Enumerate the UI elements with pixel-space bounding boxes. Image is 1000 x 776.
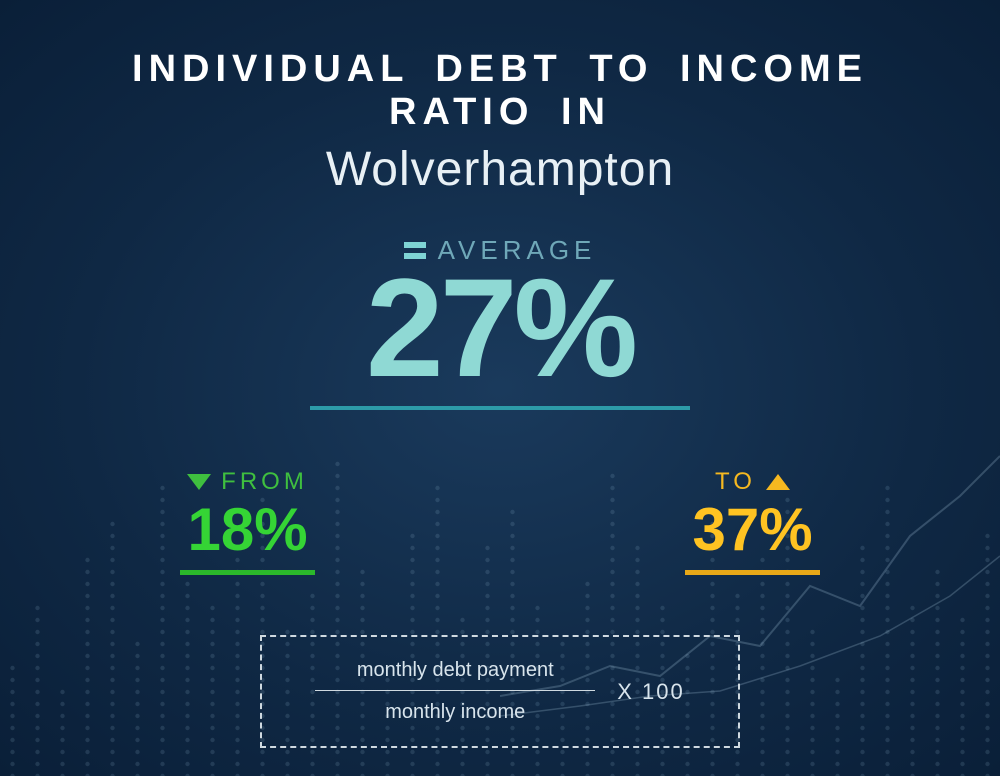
to-value: 37% bbox=[685, 500, 820, 560]
range-to: TO 37% bbox=[685, 468, 820, 575]
from-underline bbox=[180, 570, 315, 575]
formula-multiplier: X 100 bbox=[617, 679, 685, 705]
from-label: FROM bbox=[221, 468, 308, 496]
range-from: FROM 18% bbox=[180, 468, 315, 575]
triangle-up-icon bbox=[766, 474, 790, 490]
title-main: INDIVIDUAL DEBT TO INCOME RATIO IN bbox=[50, 48, 950, 134]
triangle-down-icon bbox=[187, 474, 211, 490]
formula-numerator: monthly debt payment bbox=[357, 659, 554, 690]
average-value: 27% bbox=[310, 258, 690, 398]
from-value: 18% bbox=[180, 500, 315, 560]
average-block: AVERAGE 27% bbox=[310, 235, 690, 410]
title-location: Wolverhampton bbox=[50, 142, 950, 197]
range-row: FROM 18% TO 37% bbox=[50, 468, 950, 575]
average-underline bbox=[310, 406, 690, 410]
formula-box: monthly debt payment monthly income X 10… bbox=[260, 635, 740, 748]
to-underline bbox=[685, 570, 820, 575]
to-label: TO bbox=[715, 468, 756, 496]
formula-denominator: monthly income bbox=[385, 691, 525, 724]
formula-fraction: monthly debt payment monthly income bbox=[315, 659, 595, 724]
infographic-content: INDIVIDUAL DEBT TO INCOME RATIO IN Wolve… bbox=[0, 0, 1000, 748]
